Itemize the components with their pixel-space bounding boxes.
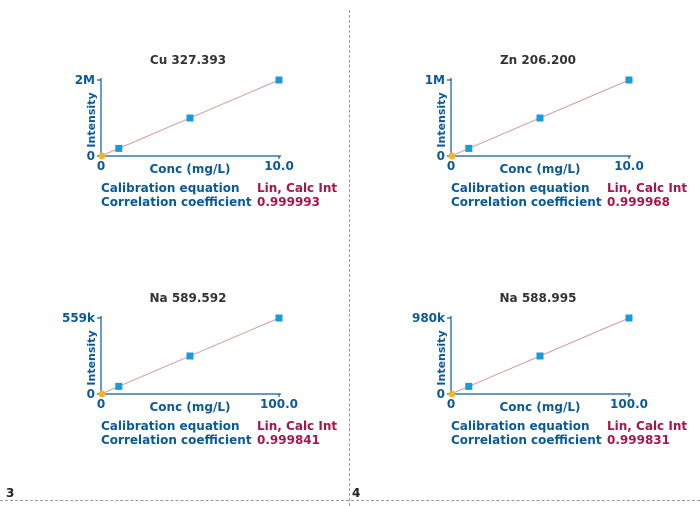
data-point (275, 314, 283, 322)
y-tick-label: 0 (87, 387, 95, 401)
data-point (625, 314, 633, 322)
calibration-equation-label: Calibration equation (451, 181, 590, 195)
data-point (186, 114, 194, 122)
data-point (115, 144, 123, 152)
x-tick-label: 0 (97, 159, 105, 173)
x-tick-label: 100.0 (260, 397, 298, 411)
calibration-equation-value: Lin, Calc Int (607, 181, 687, 195)
data-point (465, 144, 473, 152)
x-axis-label: Conc (mg/L) (150, 162, 231, 176)
origin-point (448, 390, 456, 398)
y-tick-label: 2M (75, 73, 95, 87)
y-axis-label: Intensity (435, 92, 448, 147)
correlation-coefficient-label: Correlation coefficient (451, 195, 602, 209)
y-axis-label: Intensity (85, 330, 98, 385)
chart-title: Na 588.995 (500, 291, 577, 305)
y-tick-label: 0 (87, 149, 95, 163)
data-point (536, 352, 544, 360)
data-point (275, 76, 283, 84)
x-tick-label: 0 (97, 397, 105, 411)
y-tick-label: 1M (425, 73, 445, 87)
x-tick-label: 10.0 (614, 159, 644, 173)
chart-title: Na 589.592 (150, 291, 227, 305)
x-axis-label: Conc (mg/L) (500, 400, 581, 414)
page-number-right: 4 (352, 486, 361, 500)
correlation-coefficient-value: 0.999993 (257, 195, 320, 209)
x-tick-label: 0 (447, 159, 455, 173)
calibration-equation-value: Lin, Calc Int (257, 181, 337, 195)
y-tick-label: 0 (437, 149, 445, 163)
calibration-equation-label: Calibration equation (101, 419, 240, 433)
vertical-divider (349, 10, 350, 506)
data-point (186, 352, 194, 360)
correlation-coefficient-label: Correlation coefficient (101, 433, 252, 447)
y-axis-label: Intensity (85, 92, 98, 147)
calibration-chart: Na 589.592 559k 00 100.0 Conc (mg/L) Intensit… (62, 291, 337, 447)
x-tick-label: 0 (447, 397, 455, 411)
correlation-coefficient-label: Correlation coefficient (451, 433, 602, 447)
x-tick-label: 100.0 (610, 397, 648, 411)
calibration-equation-label: Calibration equation (101, 181, 240, 195)
y-tick-label: 0 (437, 387, 445, 401)
y-tick-label: 980k (412, 311, 446, 325)
x-axis-label: Conc (mg/L) (500, 162, 581, 176)
data-point (115, 382, 123, 390)
calibration-chart: Zn 206.200 1M 00 10.0 Conc (mg/L) Intensity Ca… (425, 53, 688, 209)
data-point (625, 76, 633, 84)
origin-point (98, 390, 106, 398)
calibration-chart: Na 588.995 980k 00 100.0 Conc (mg/L) Intensit… (412, 291, 687, 447)
chart-title: Cu 327.393 (150, 53, 226, 67)
origin-point (98, 152, 106, 160)
correlation-coefficient-value: 0.999968 (607, 195, 670, 209)
y-tick-label: 559k (62, 311, 96, 325)
data-point (465, 382, 473, 390)
calibration-equation-label: Calibration equation (451, 419, 590, 433)
correlation-coefficient-value: 0.999831 (607, 433, 670, 447)
calibration-equation-value: Lin, Calc Int (257, 419, 337, 433)
correlation-coefficient-value: 0.999841 (257, 433, 320, 447)
page-number-left: 3 (6, 486, 15, 500)
calibration-chart: Cu 327.393 2M 00 10.0 Conc (mg/L) Intensity Ca… (75, 53, 338, 209)
x-tick-label: 10.0 (264, 159, 294, 173)
bottom-divider (0, 500, 700, 501)
data-point (536, 114, 544, 122)
chart-title: Zn 206.200 (500, 53, 576, 67)
x-axis-label: Conc (mg/L) (150, 400, 231, 414)
y-axis-label: Intensity (435, 330, 448, 385)
correlation-coefficient-label: Correlation coefficient (101, 195, 252, 209)
calibration-equation-value: Lin, Calc Int (607, 419, 687, 433)
origin-point (448, 152, 456, 160)
